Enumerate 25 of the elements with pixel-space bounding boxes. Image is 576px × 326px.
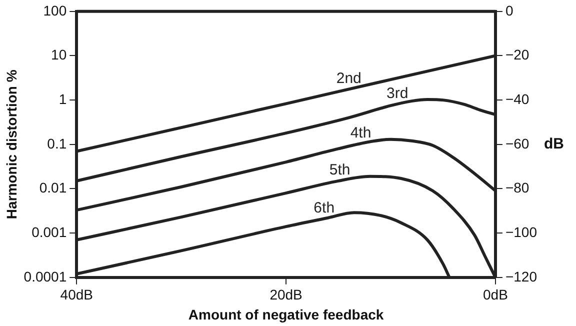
y2-tick-label: −60	[505, 135, 530, 152]
y-tick-label: 0.1	[47, 135, 67, 152]
y2-tick-label: −100	[505, 224, 538, 240]
y-tick-label: 0.0001	[24, 268, 67, 284]
y2-tick-label: −40	[505, 90, 530, 107]
x-tick-label: 0dB	[483, 286, 508, 303]
series-label: 5th	[329, 161, 350, 178]
series-label: 2nd	[336, 70, 362, 87]
y2-tick-label: 0	[505, 2, 514, 18]
y-axis-title: Harmonic distortion %	[3, 69, 20, 220]
y-tick-label: 10	[51, 46, 67, 63]
x-tick-label: 40dB	[60, 286, 93, 303]
x-tick-label: 20dB	[270, 286, 302, 303]
y2-axis-title: dB	[544, 136, 564, 153]
y-tick-label: 1	[58, 90, 67, 107]
y2-tick-label: −80	[505, 180, 530, 196]
y-tick-label: 0.01	[39, 180, 67, 196]
y2-tick-label: −20	[505, 46, 530, 63]
x-axis-title: Amount of negative feedback	[188, 306, 384, 322]
y-tick-label: 100	[43, 2, 67, 18]
series-label: 4th	[350, 124, 372, 142]
y2-tick-label: −120	[505, 268, 538, 284]
series-label: 6th	[314, 199, 335, 216]
series-label: 3rd	[386, 84, 408, 102]
y-tick-label: 0.001	[32, 224, 67, 240]
